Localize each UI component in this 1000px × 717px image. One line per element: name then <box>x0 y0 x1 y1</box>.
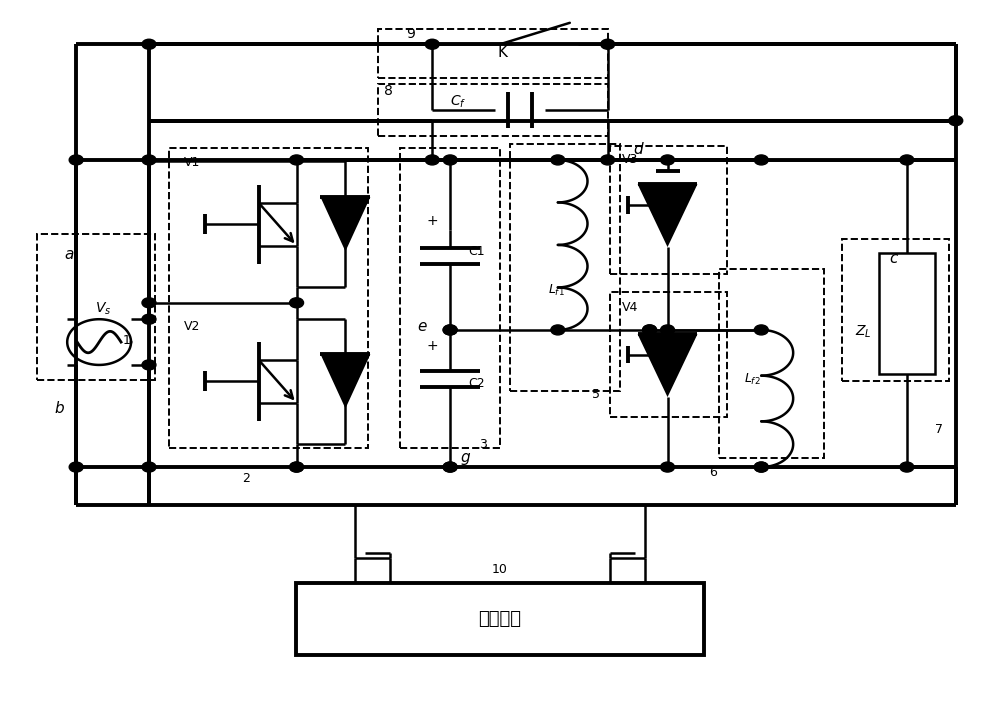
Circle shape <box>290 298 304 308</box>
Circle shape <box>754 462 768 472</box>
Text: 10: 10 <box>492 563 508 576</box>
Circle shape <box>142 298 156 308</box>
Circle shape <box>754 325 768 335</box>
Bar <box>842 239 949 381</box>
Text: V3: V3 <box>622 153 638 166</box>
Circle shape <box>754 462 768 472</box>
Circle shape <box>754 155 768 165</box>
Circle shape <box>900 155 914 165</box>
Circle shape <box>551 325 565 335</box>
Bar <box>37 234 155 380</box>
Circle shape <box>425 155 439 165</box>
Text: $L_{f2}$: $L_{f2}$ <box>744 372 761 387</box>
Text: C1: C1 <box>468 245 485 258</box>
Text: $C_f$: $C_f$ <box>450 93 466 110</box>
Text: $L_{f1}$: $L_{f1}$ <box>548 283 565 298</box>
Text: d: d <box>633 142 642 157</box>
Bar <box>719 269 824 458</box>
Circle shape <box>443 155 457 165</box>
Circle shape <box>900 462 914 472</box>
Circle shape <box>290 462 304 472</box>
Polygon shape <box>638 334 697 397</box>
Circle shape <box>643 325 657 335</box>
Text: 8: 8 <box>384 84 393 98</box>
Bar <box>378 84 608 136</box>
Circle shape <box>142 39 156 49</box>
Text: +: + <box>426 214 438 229</box>
Circle shape <box>443 462 457 472</box>
Circle shape <box>661 325 675 335</box>
Text: V1: V1 <box>184 156 200 168</box>
Text: 9: 9 <box>406 27 415 41</box>
Polygon shape <box>320 197 370 252</box>
Text: K: K <box>498 45 508 60</box>
Circle shape <box>69 462 83 472</box>
Text: 控制系统: 控制系统 <box>479 610 522 628</box>
Bar <box>610 292 727 417</box>
Text: +: + <box>426 338 438 353</box>
Text: 3: 3 <box>479 437 487 451</box>
Text: a: a <box>65 247 74 262</box>
Circle shape <box>142 155 156 165</box>
Text: $Z_L$: $Z_L$ <box>855 323 872 340</box>
Text: 2: 2 <box>242 472 250 485</box>
Circle shape <box>643 325 657 335</box>
Circle shape <box>425 39 439 49</box>
Circle shape <box>443 325 457 335</box>
Circle shape <box>69 155 83 165</box>
Circle shape <box>142 314 156 324</box>
Polygon shape <box>320 354 370 409</box>
Circle shape <box>601 155 615 165</box>
Text: 7: 7 <box>935 424 943 437</box>
Bar <box>610 146 727 274</box>
Bar <box>378 29 608 78</box>
Text: e: e <box>418 319 427 334</box>
Bar <box>400 148 500 448</box>
Text: $V_s$: $V_s$ <box>95 300 111 317</box>
Circle shape <box>551 155 565 165</box>
Circle shape <box>443 462 457 472</box>
Text: c: c <box>890 251 898 266</box>
Bar <box>510 144 620 391</box>
Circle shape <box>142 462 156 472</box>
Bar <box>296 584 704 655</box>
Circle shape <box>661 155 675 165</box>
Text: 6: 6 <box>709 466 717 479</box>
Text: b: b <box>54 401 64 416</box>
Circle shape <box>661 462 675 472</box>
Text: 4: 4 <box>554 154 562 167</box>
Text: 1: 1 <box>123 334 131 347</box>
Circle shape <box>949 115 963 125</box>
Text: V4: V4 <box>622 300 638 313</box>
Circle shape <box>290 155 304 165</box>
Circle shape <box>443 325 457 335</box>
Circle shape <box>142 360 156 370</box>
Bar <box>169 148 368 448</box>
Text: C2: C2 <box>468 377 485 390</box>
Text: g: g <box>460 450 470 465</box>
Bar <box>879 253 935 374</box>
Text: 5: 5 <box>592 388 600 401</box>
Circle shape <box>290 462 304 472</box>
Polygon shape <box>638 184 697 247</box>
Text: V2: V2 <box>184 320 200 333</box>
Circle shape <box>601 39 615 49</box>
